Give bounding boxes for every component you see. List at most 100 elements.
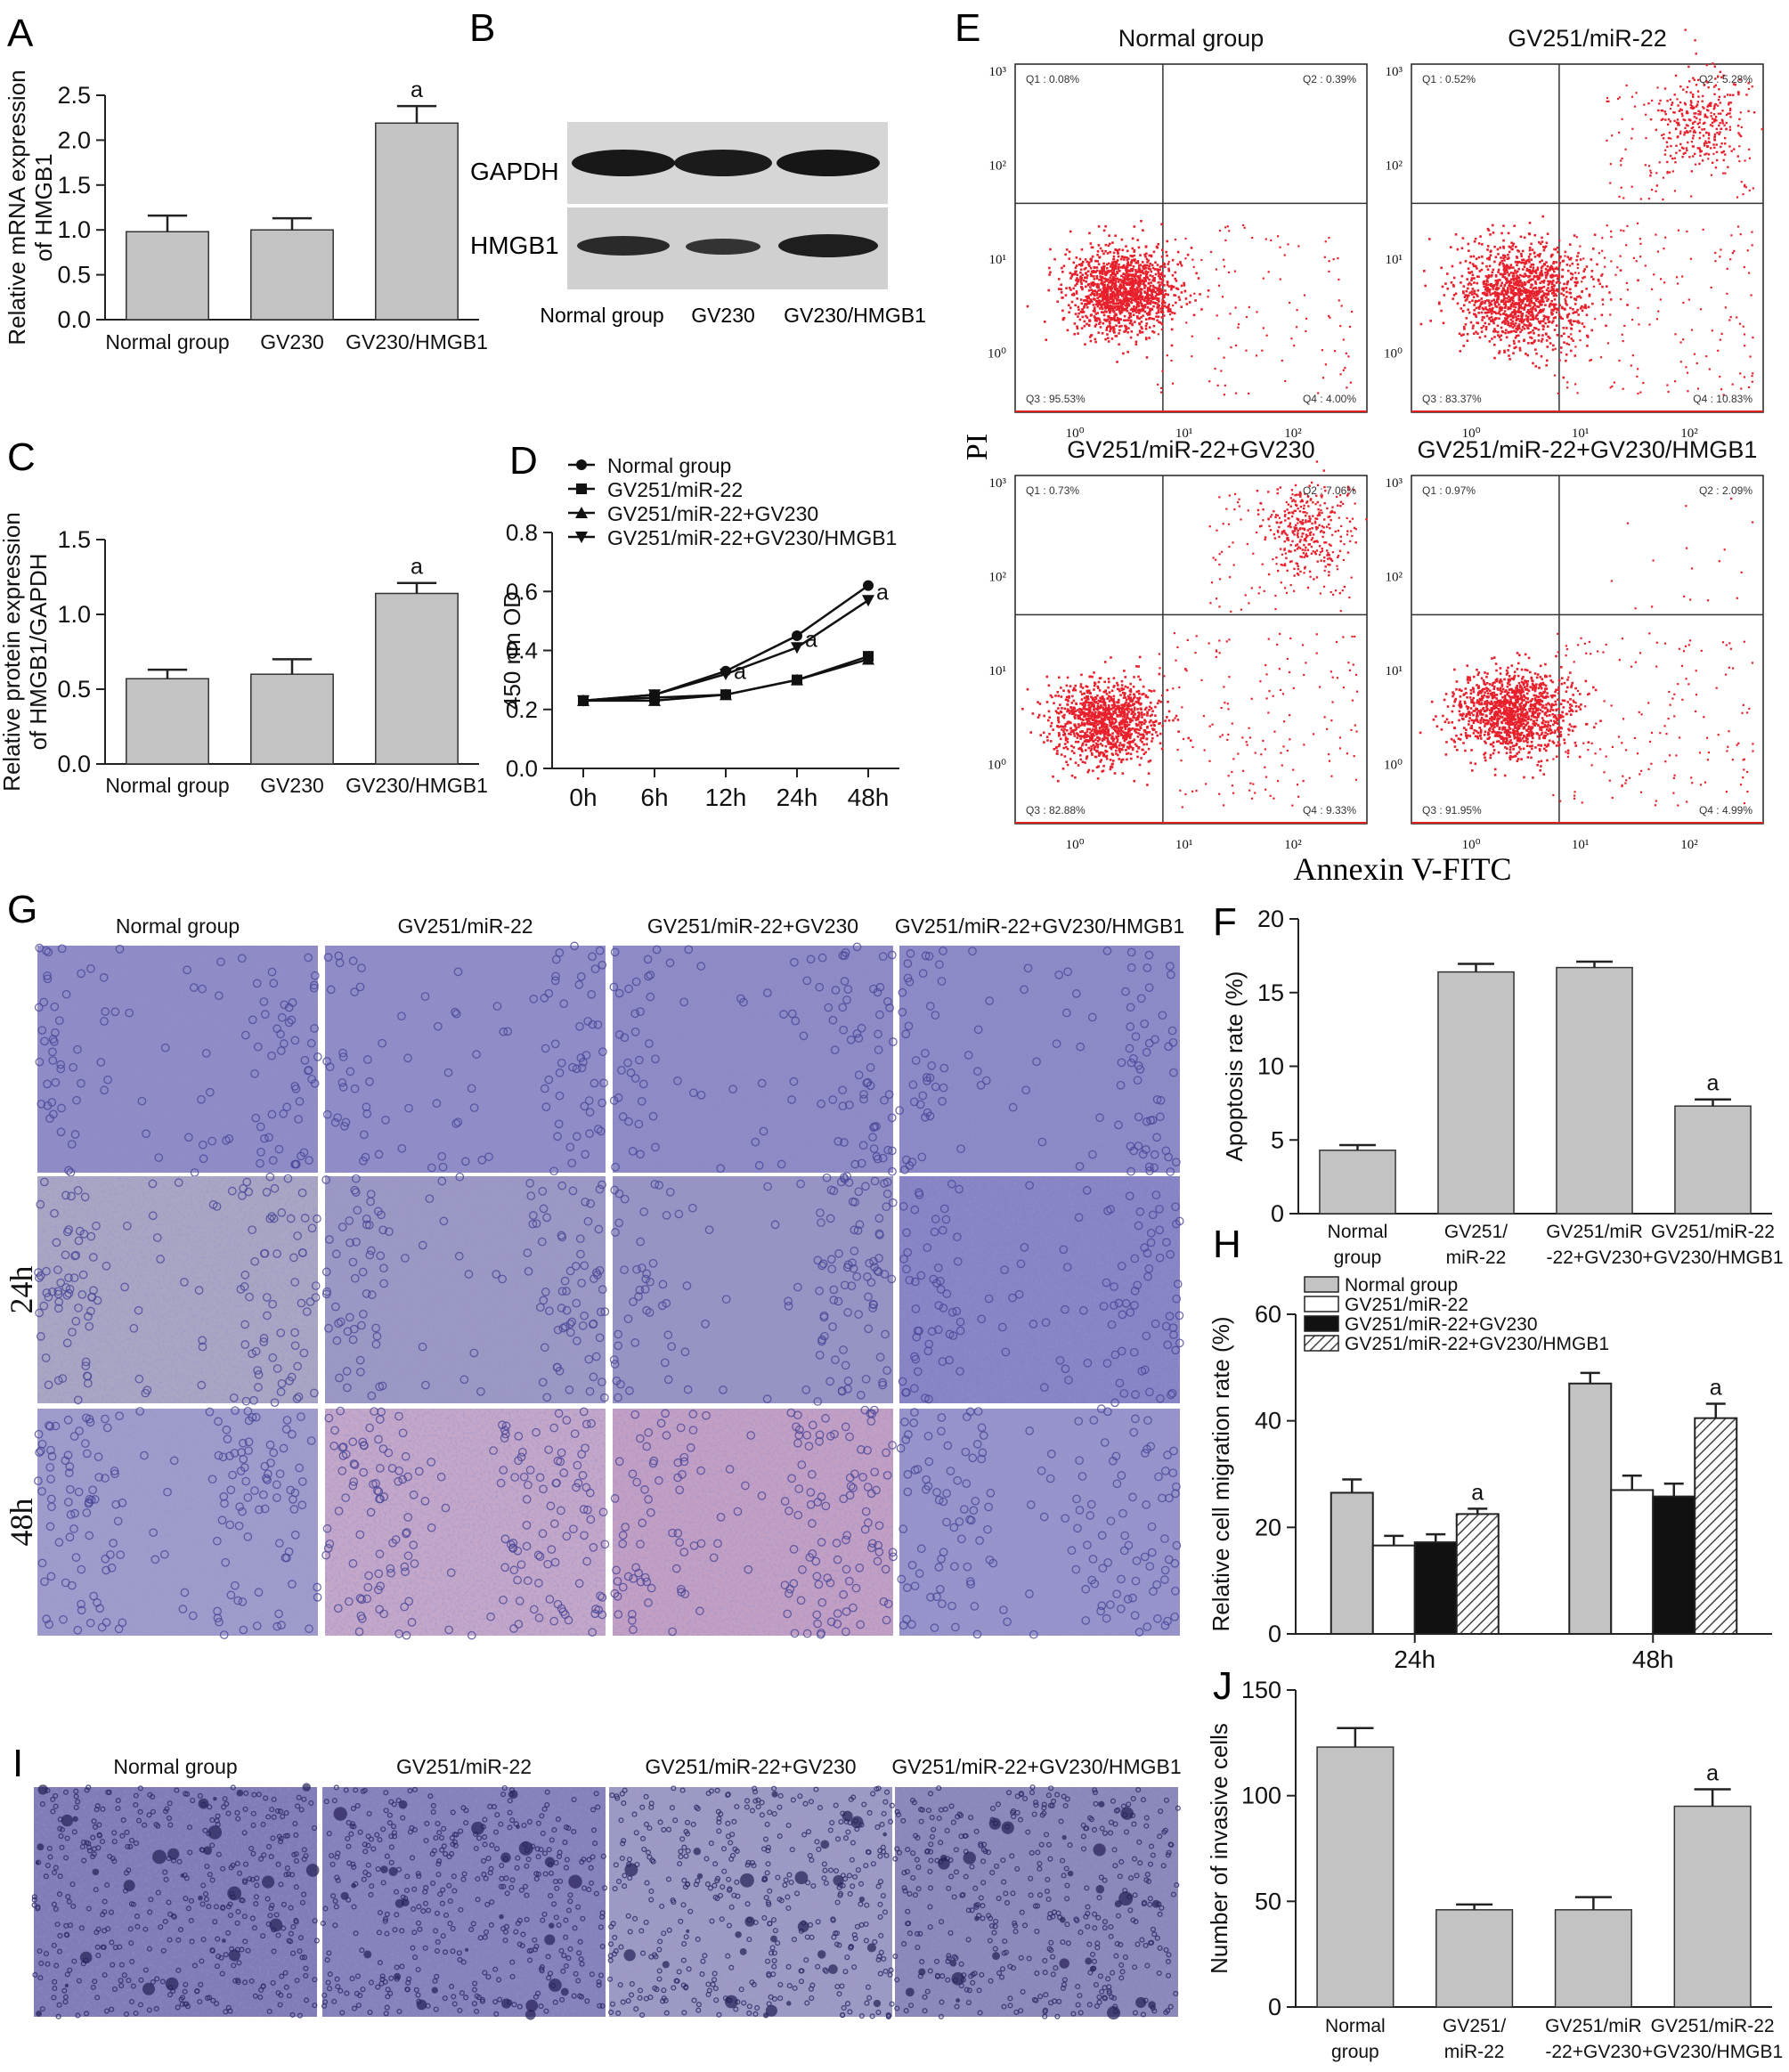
chart-f-category-label: -22+GV230 — [1547, 1247, 1643, 1268]
flow-dot — [1674, 190, 1676, 191]
flow-dot — [1136, 275, 1139, 278]
chart-h-y-axis-title: Relative cell migration rate (%) — [1208, 1316, 1234, 1631]
flow-dot — [1744, 333, 1745, 335]
flow-dot — [1153, 280, 1156, 282]
flow-dot — [1541, 265, 1544, 268]
blot-band-hmgb1-2 — [686, 239, 760, 255]
flow-dot — [1351, 535, 1353, 537]
chart-f-bar — [1320, 1150, 1395, 1214]
flow-dot — [1472, 274, 1475, 277]
flow-dot — [1102, 308, 1104, 311]
flow-dot — [1655, 129, 1657, 131]
flow-dot — [1246, 741, 1248, 743]
flow-dot — [1129, 700, 1132, 703]
flow-dot — [1110, 297, 1113, 299]
chart-j-category-label: -22+GV230 — [1545, 2042, 1641, 2062]
flow-dot — [1496, 292, 1499, 295]
flow-dot — [1565, 309, 1566, 311]
flow-dot — [1512, 289, 1515, 292]
flow-dot — [1127, 730, 1130, 733]
flow-dot — [1252, 784, 1254, 785]
flow-dot — [1610, 231, 1612, 232]
flow-dot — [1630, 364, 1632, 366]
flow-dot — [1115, 750, 1118, 752]
flow-dot — [1094, 685, 1096, 687]
flow-dot — [1569, 307, 1572, 310]
flow-dot — [1675, 127, 1677, 129]
flow-dot — [1214, 368, 1216, 370]
flow-dot — [1632, 354, 1634, 356]
flow-dot — [1578, 272, 1580, 274]
flow-dot — [1049, 272, 1052, 274]
flow-dot — [1508, 273, 1510, 276]
flow-dot — [1479, 270, 1482, 272]
flow-dot — [1027, 305, 1029, 308]
flow-y-tick-label: 10¹ — [989, 253, 1007, 267]
flow-dot — [1115, 273, 1118, 276]
flow-dot — [1116, 292, 1118, 295]
flow-dot — [1331, 534, 1333, 536]
flow-dot — [1324, 256, 1326, 258]
flow-dot — [1079, 759, 1082, 761]
chart-h-y-tick-label: 40 — [1255, 1408, 1281, 1434]
flow-dot — [1670, 108, 1671, 110]
flow-dot — [1118, 303, 1120, 305]
flow-dot — [1139, 764, 1142, 767]
flow-dot — [1693, 129, 1695, 131]
flow-dot — [1485, 329, 1488, 331]
flow-q3-label: Q3 : 83.37% — [1422, 393, 1482, 405]
flow-dot — [1127, 327, 1130, 329]
flow-dot — [1538, 339, 1541, 342]
flow-dot — [1691, 141, 1693, 142]
flow-dot — [1105, 745, 1108, 748]
flow-dot — [1177, 730, 1180, 733]
flow-dot — [1659, 100, 1661, 102]
flow-dot — [1718, 113, 1720, 115]
flow-dot — [1537, 276, 1540, 279]
flow-dot — [1133, 703, 1135, 705]
flow-dot — [1104, 338, 1107, 341]
flow-dot — [1653, 273, 1655, 275]
flow-dot — [1736, 316, 1737, 318]
flow-dot — [1699, 149, 1701, 150]
flow-dot — [1744, 159, 1745, 161]
flow-dot — [1149, 326, 1151, 329]
flow-dot — [1334, 350, 1336, 352]
flow-dot — [1172, 719, 1175, 722]
flow-dot — [1107, 743, 1110, 745]
flow-dot — [1085, 315, 1087, 318]
flow-dot — [1535, 297, 1538, 300]
flow-dot — [1138, 317, 1141, 320]
flow-dot — [1102, 253, 1105, 256]
flow-dot — [1199, 293, 1201, 296]
flow-dot — [1060, 283, 1062, 286]
blot-label-gapdh: GAPDH — [470, 158, 559, 185]
flow-dot — [1167, 354, 1168, 356]
flow-dot — [1086, 306, 1089, 309]
flow-dot — [1556, 288, 1558, 291]
flow-dot — [1440, 310, 1443, 313]
flow-dot — [1063, 264, 1066, 267]
flow-dot — [1293, 345, 1295, 346]
flow-dot — [1574, 311, 1576, 313]
flow-dot — [1737, 155, 1739, 157]
flow-dot — [1534, 365, 1537, 368]
flow-dot — [1138, 312, 1141, 314]
flow-dot — [1093, 713, 1095, 716]
flow-dot — [1510, 288, 1513, 291]
flow-dot — [1085, 715, 1087, 718]
flow-dot — [1748, 272, 1750, 273]
flow-dot — [1132, 238, 1134, 240]
flow-dot — [1516, 280, 1518, 282]
flow-dot — [1153, 690, 1156, 693]
chart-a-category-label: GV230 — [260, 330, 324, 353]
flow-dot — [1639, 256, 1641, 257]
flow-dot — [1153, 297, 1156, 300]
flow-dot — [1175, 715, 1178, 718]
flow-dot — [1136, 303, 1139, 305]
flow-dot — [1076, 256, 1078, 259]
flow-dot — [1104, 661, 1107, 663]
flow-dot — [1519, 311, 1522, 313]
chart-j-bar — [1317, 1747, 1394, 2007]
flow-dot — [1167, 268, 1170, 271]
